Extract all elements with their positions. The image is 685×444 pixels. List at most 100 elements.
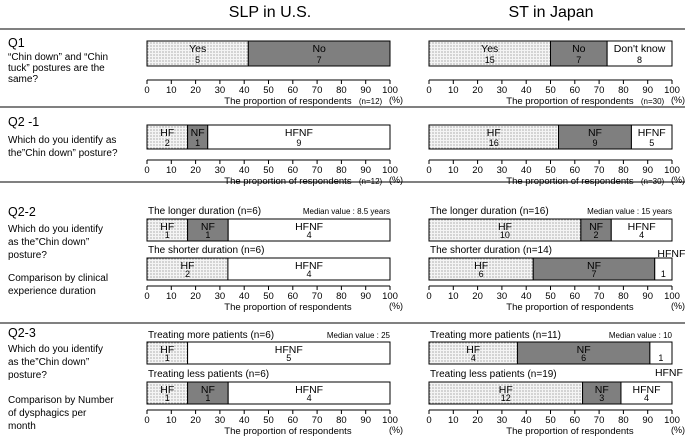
x-tick-label: 90 (642, 85, 653, 96)
x-tick-label: 80 (618, 165, 629, 176)
bar-segment-count: 15 (485, 55, 495, 65)
x-tick-label: 60 (570, 85, 581, 96)
question-text-line: the”Chin down” posture? (8, 148, 118, 159)
x-tick-label: 70 (312, 291, 323, 302)
x-tick-label: 50 (263, 415, 274, 426)
x-tick-label: 20 (472, 85, 483, 96)
bar-segment-yes (146, 40, 249, 67)
question-text-line: tuck” postures are the (8, 63, 105, 74)
bar-segment-label: NF (587, 260, 601, 272)
bar-segment-hfnf (630, 124, 673, 150)
x-tick-label: 90 (642, 415, 653, 426)
x-tick-label: 70 (594, 415, 605, 426)
x-axis-title: The proportion of respondents (224, 96, 352, 107)
x-tick-label: 70 (312, 85, 323, 96)
bar-segment-count: 4 (644, 393, 649, 403)
bar-segment-count: 5 (286, 353, 291, 363)
question-text-line: Comparison by Number (8, 395, 114, 406)
x-tick-label: 60 (288, 415, 299, 426)
x-tick-label: 60 (288, 165, 299, 176)
x-tick-label: 90 (642, 291, 653, 302)
bar-segment-label: HF (160, 384, 174, 396)
x-tick-label: 90 (360, 85, 371, 96)
x-tick-label: 50 (545, 165, 556, 176)
n-label: (n=30) (641, 177, 665, 186)
bar-segment-label: Don't know (614, 43, 666, 55)
bar-segment-don-t-know (606, 40, 673, 67)
bar-segment-count: 2 (165, 138, 170, 148)
bar-segment-count: 8 (637, 55, 642, 65)
x-tick-label: 80 (336, 85, 347, 96)
x-tick-label: 50 (263, 291, 274, 302)
bar-segment-count: 1 (165, 353, 170, 363)
x-tick-label: 10 (448, 415, 459, 426)
bar-segment-count: 12 (501, 393, 511, 403)
x-tick-label: 70 (594, 85, 605, 96)
x-tick-label: 90 (360, 415, 371, 426)
x-tick-label: 0 (144, 415, 149, 426)
median-label: Median value : 10 (609, 331, 673, 340)
x-tick-label: 60 (570, 415, 581, 426)
x-axis-title: The proportion of respondents (224, 426, 352, 437)
bar-segment-hfnf (620, 381, 673, 405)
bar-segment-count: 7 (591, 269, 596, 279)
x-tick-label: 80 (336, 291, 347, 302)
x-tick-label: 30 (497, 415, 508, 426)
x-tick-label: 50 (545, 415, 556, 426)
bar-segment-no (247, 40, 391, 67)
bar-caption: Treating more patients (n=6) (148, 330, 274, 341)
bar-segment-label: HF (466, 344, 480, 356)
bar-segment-yes (428, 40, 551, 67)
x-axis-unit: (%) (389, 175, 403, 185)
x-tick-label: 100 (664, 291, 680, 302)
x-tick-label: 80 (618, 291, 629, 302)
question-text-line: as the”Chin down” (8, 237, 89, 248)
x-tick-label: 50 (545, 291, 556, 302)
bar-segment-hfnf (649, 341, 673, 365)
bar-segment-label: HF (499, 384, 513, 396)
x-tick-label: 30 (215, 165, 226, 176)
bar-segment-count: 5 (649, 138, 654, 148)
x-axis-title: The proportion of respondents (506, 426, 634, 437)
x-tick-label: 20 (190, 291, 201, 302)
x-tick-label: 50 (263, 165, 274, 176)
x-tick-label: 40 (521, 85, 532, 96)
x-tick-label: 30 (497, 165, 508, 176)
question-text-line: Comparison by clinical (8, 273, 108, 284)
x-tick-label: 30 (215, 291, 226, 302)
x-tick-label: 100 (382, 415, 398, 426)
bar-segment-label: NF (589, 221, 603, 233)
bar-segment-label: NF (595, 384, 609, 396)
question-text-line: same? (8, 74, 38, 85)
bar-segment-count: 1 (205, 230, 210, 240)
bar-segment-label: NF (201, 384, 215, 396)
x-tick-label: 60 (570, 165, 581, 176)
question-text-line: Which do you identify as (8, 135, 116, 146)
bar-segment-count: 1 (205, 393, 210, 403)
bar-caption: Treating less patients (n=6) (148, 369, 269, 380)
n-label: (n=12) (359, 97, 383, 106)
bar-segment-label: HFNF (657, 248, 685, 260)
question-text-line: Which do you identify (8, 344, 103, 355)
header-slp: SLP in U.S. (229, 4, 311, 21)
x-tick-label: 20 (190, 415, 201, 426)
bar-segment-label: HF (160, 344, 174, 356)
question-title-Q1: Q1 (8, 36, 25, 50)
bar-segment-hfnf (227, 381, 391, 405)
x-tick-label: 20 (472, 415, 483, 426)
x-tick-label: 90 (360, 165, 371, 176)
x-tick-label: 40 (521, 291, 532, 302)
bar-segment-hfnf (654, 257, 673, 281)
bar-segment-label: No (572, 43, 586, 55)
x-axis-unit: (%) (671, 175, 685, 185)
bar-segment-label: HF (160, 127, 174, 139)
bar-caption: The longer duration (n=6) (148, 206, 261, 217)
bar-caption: The shorter duration (n=6) (148, 245, 264, 256)
x-tick-label: 0 (426, 415, 431, 426)
x-tick-label: 0 (426, 85, 431, 96)
x-tick-label: 70 (312, 415, 323, 426)
x-axis-title: The proportion of respondents (506, 176, 634, 187)
x-tick-label: 20 (190, 165, 201, 176)
n-label: (n=30) (641, 97, 665, 106)
question-text-line: experience duration (8, 286, 96, 297)
